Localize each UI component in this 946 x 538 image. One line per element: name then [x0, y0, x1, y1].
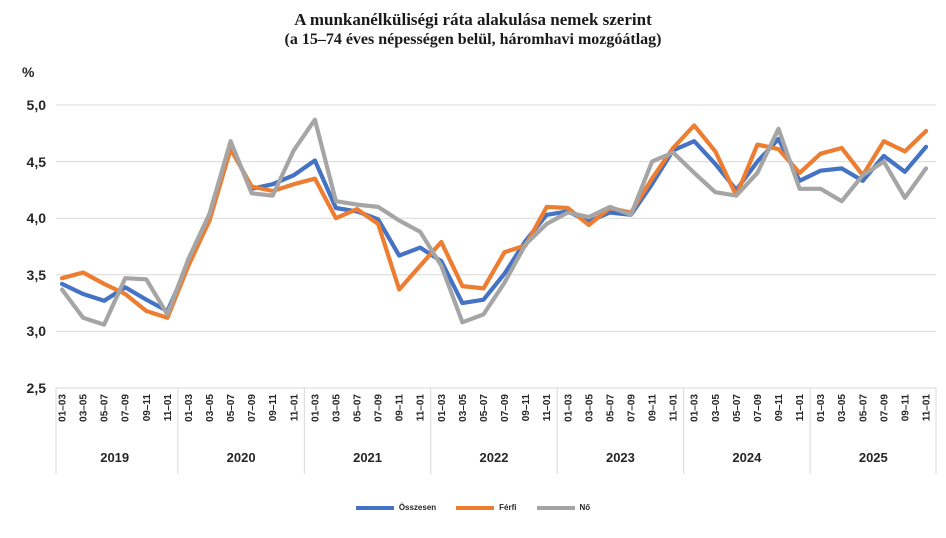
- x-axis-label: 09–11: [268, 394, 279, 422]
- chart-subtitle: (a 15–74 éves népességen belül, háromhav…: [284, 31, 662, 48]
- x-axis-label: 01–03: [563, 394, 574, 422]
- x-axis-label: 07–09: [247, 394, 258, 422]
- x-axis-label: 07–09: [500, 394, 511, 422]
- legend-label: Férfi: [499, 503, 517, 512]
- y-axis-tick: 3,5: [26, 267, 46, 283]
- x-axis-label: 01–03: [690, 394, 701, 422]
- x-axis-label: 09–11: [395, 394, 406, 422]
- x-axis-label: 05–07: [100, 394, 111, 422]
- x-axis-label: 05–07: [226, 394, 237, 422]
- x-axis-label: 11–01: [795, 394, 806, 422]
- x-axis-label: 01–03: [816, 394, 827, 422]
- x-axis-label: 03–05: [331, 394, 342, 422]
- no-line-swatch: [536, 505, 575, 510]
- legend-label: Nő: [579, 503, 591, 512]
- x-axis-label: 11–01: [921, 394, 932, 422]
- y-axis-unit-label: %: [22, 64, 35, 80]
- chart-legend: Összesen Férfi Nő: [0, 503, 946, 512]
- x-axis-label: 05–07: [479, 394, 490, 422]
- y-axis-tick: 4,0: [26, 210, 46, 226]
- x-axis-year-label: 2022: [480, 450, 509, 465]
- y-axis-tick: 2,5: [26, 380, 46, 396]
- x-axis-year-label: 2021: [353, 450, 382, 465]
- x-axis-label: 03–05: [584, 394, 595, 422]
- series-line--sszesen: [59, 136, 929, 314]
- x-axis-label: 11–01: [669, 394, 680, 422]
- osszesen-line-swatch: [355, 505, 394, 510]
- x-axis-label: 09–11: [900, 394, 911, 422]
- series-line-f-rfi: [59, 123, 929, 320]
- x-axis-label: 01–03: [184, 394, 195, 422]
- y-axis-tick: 3,0: [26, 323, 46, 339]
- x-axis-label: 09–11: [774, 394, 785, 422]
- legend-item-osszesen: Összesen: [355, 503, 437, 512]
- x-axis-year-label: 2023: [606, 450, 635, 465]
- x-axis-label: 03–05: [205, 394, 216, 422]
- x-axis-label: 03–05: [711, 394, 722, 422]
- x-axis-label: 01–03: [437, 394, 448, 422]
- chart-title: A munkanélküliségi ráta alakulása nemek …: [294, 10, 652, 29]
- x-axis-label: 05–07: [605, 394, 616, 422]
- chart-title-block: A munkanélküliségi ráta alakulása nemek …: [0, 10, 946, 50]
- x-axis-label: 07–09: [753, 394, 764, 422]
- x-axis-label: 05–07: [858, 394, 869, 422]
- legend-item-no: Nő: [536, 503, 591, 512]
- x-axis-label: 09–11: [648, 394, 659, 422]
- x-axis-label: 09–11: [142, 394, 153, 422]
- x-axis-label: 01–03: [58, 394, 69, 422]
- x-axis-label: 03–05: [837, 394, 848, 422]
- x-axis-label: 07–09: [121, 394, 132, 422]
- x-axis-year-label: 2019: [100, 450, 129, 465]
- x-axis-year-label: 2020: [227, 450, 256, 465]
- x-axis-label: 09–11: [521, 394, 532, 422]
- x-axis-label: 11–01: [163, 394, 174, 422]
- x-axis-year-label: 2024: [732, 450, 762, 465]
- x-axis-label: 07–09: [626, 394, 637, 422]
- y-axis-tick: 4,5: [26, 154, 46, 170]
- y-axis-tick: 5,0: [26, 97, 46, 113]
- x-axis-year-label: 2025: [859, 450, 888, 465]
- x-axis-label: 05–07: [353, 394, 364, 422]
- legend-item-ferfi: Férfi: [456, 503, 517, 512]
- x-axis-label: 03–05: [458, 394, 469, 422]
- x-axis-label: 01–03: [310, 394, 321, 422]
- ferfi-line-swatch: [456, 505, 495, 510]
- legend-label: Összesen: [398, 503, 437, 512]
- x-axis-label: 07–09: [374, 394, 385, 422]
- x-axis-label: 11–01: [542, 394, 553, 422]
- x-axis-label: 03–05: [79, 394, 90, 422]
- x-axis-label: 11–01: [416, 394, 427, 422]
- x-axis-label: 05–07: [732, 394, 743, 422]
- x-axis-label: 11–01: [289, 394, 300, 422]
- series-line-n-: [59, 117, 929, 327]
- x-axis-label: 07–09: [879, 394, 890, 422]
